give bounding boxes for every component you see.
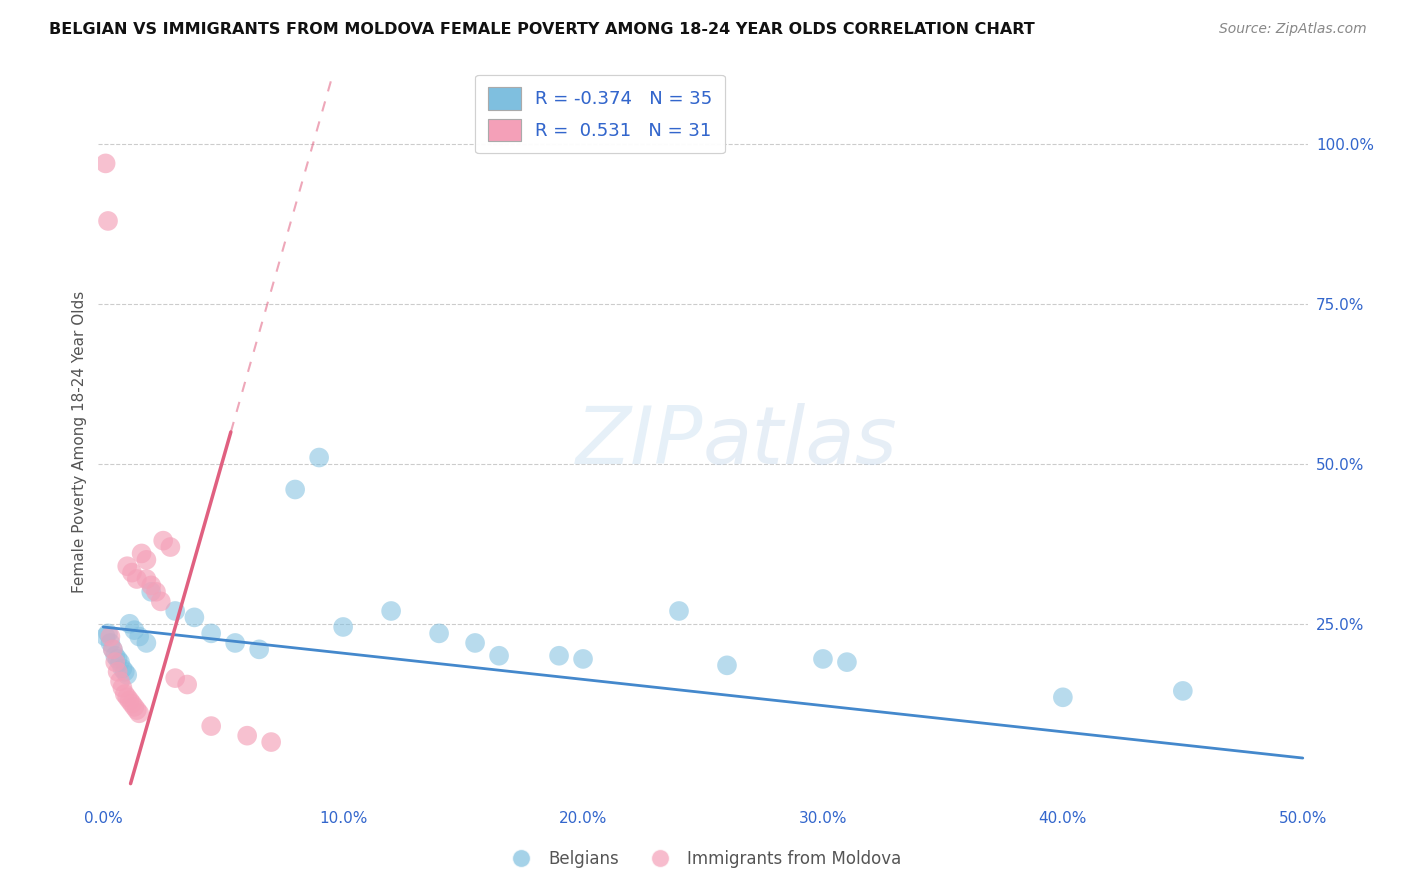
Point [141, 578, 163, 592]
Point [108, 674, 131, 689]
Point [128, 706, 150, 721]
Point [125, 703, 148, 717]
Point [115, 668, 138, 682]
Point [114, 665, 136, 679]
Point [200, 719, 222, 733]
Text: atlas: atlas [703, 402, 898, 481]
Point [668, 604, 690, 618]
Point [1171, 684, 1194, 698]
Point [284, 483, 307, 497]
Point [159, 540, 181, 554]
Point [141, 584, 163, 599]
Text: ZIP: ZIP [575, 402, 703, 481]
Point [97, 214, 120, 228]
Point [332, 620, 354, 634]
Point [811, 652, 834, 666]
Point [118, 693, 141, 707]
Point [176, 677, 198, 691]
Point [94, 630, 117, 644]
Point [100, 636, 122, 650]
Point [111, 681, 134, 695]
Point [104, 655, 127, 669]
Point [427, 626, 450, 640]
Point [716, 658, 738, 673]
Point [135, 636, 157, 650]
Text: BELGIAN VS IMMIGRANTS FROM MOLDOVA FEMALE POVERTY AMONG 18-24 YEAR OLDS CORRELAT: BELGIAN VS IMMIGRANTS FROM MOLDOVA FEMAL… [49, 22, 1035, 37]
Point [121, 566, 143, 580]
Point [247, 642, 270, 657]
Point [124, 623, 146, 637]
Point [165, 671, 187, 685]
Point [380, 604, 402, 618]
Point [118, 616, 141, 631]
Point [236, 729, 259, 743]
Point [94, 156, 117, 170]
Point [165, 604, 187, 618]
Point [121, 697, 143, 711]
Point [152, 533, 174, 548]
Point [114, 687, 136, 701]
Point [124, 699, 146, 714]
Point [260, 735, 283, 749]
Point [111, 661, 134, 675]
Point [149, 594, 172, 608]
Point [107, 665, 129, 679]
Point [145, 584, 167, 599]
Point [183, 610, 205, 624]
Y-axis label: Female Poverty Among 18-24 Year Olds: Female Poverty Among 18-24 Year Olds [72, 291, 87, 592]
Text: Source: ZipAtlas.com: Source: ZipAtlas.com [1219, 22, 1367, 37]
Point [115, 559, 138, 574]
Point [1052, 690, 1074, 705]
Point [115, 690, 138, 705]
Point [107, 652, 129, 666]
Point [572, 652, 595, 666]
Point [308, 450, 330, 465]
Point [200, 626, 222, 640]
Legend: R = -0.374   N = 35, R =  0.531   N = 31: R = -0.374 N = 35, R = 0.531 N = 31 [475, 75, 725, 153]
Point [464, 636, 486, 650]
Point [488, 648, 510, 663]
Point [224, 636, 246, 650]
Point [108, 655, 131, 669]
Point [101, 642, 124, 657]
Point [135, 572, 157, 586]
Point [125, 572, 148, 586]
Point [97, 626, 120, 640]
Point [131, 546, 153, 560]
Point [548, 648, 571, 663]
Legend: Belgians, Immigrants from Moldova: Belgians, Immigrants from Moldova [498, 844, 908, 875]
Point [104, 648, 127, 663]
Point [835, 655, 858, 669]
Point [100, 630, 122, 644]
Point [128, 630, 150, 644]
Point [135, 553, 157, 567]
Point [101, 642, 124, 657]
